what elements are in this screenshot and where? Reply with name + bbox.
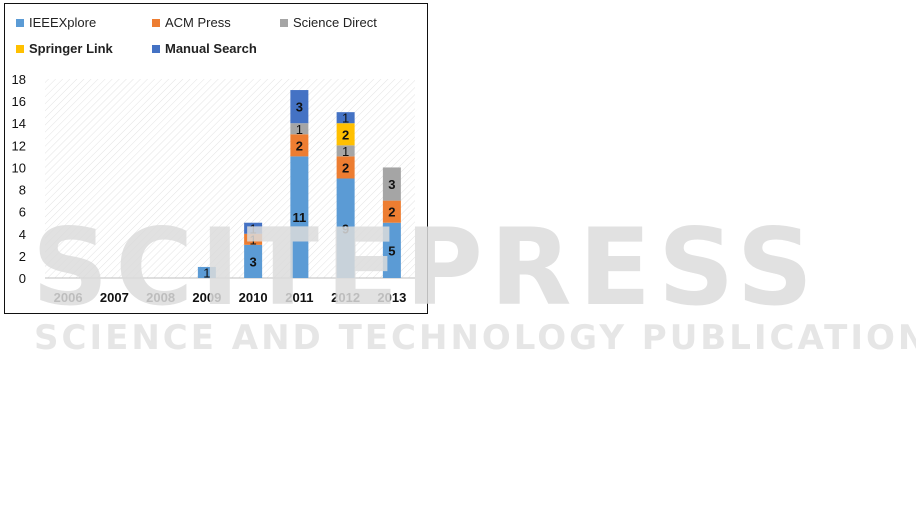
y-tick-label: 16 bbox=[12, 94, 26, 109]
bar-segment bbox=[336, 123, 355, 146]
x-axis: 2006 2007 2008 2009 2010 2011 2012 2013 bbox=[45, 277, 415, 305]
legend-label: Manual Search bbox=[165, 41, 257, 56]
bar-segment bbox=[382, 222, 401, 278]
bar-value-label: 1 bbox=[250, 232, 257, 247]
bar-value-label: 1 bbox=[296, 122, 303, 137]
legend-swatch bbox=[152, 19, 160, 27]
bar-value-label: 2 bbox=[388, 205, 395, 220]
x-tick-label: 2013 bbox=[377, 290, 406, 305]
bar-value-label: 11 bbox=[293, 210, 307, 225]
y-tick-label: 18 bbox=[12, 72, 26, 87]
bar-value-label: 1 bbox=[342, 144, 349, 159]
bar-value-label: 5 bbox=[388, 243, 395, 258]
bar-value-label: 2 bbox=[296, 138, 303, 153]
x-tick-label: 2012 bbox=[331, 290, 360, 305]
bar-value-label: 2 bbox=[342, 160, 349, 175]
bar-segment bbox=[197, 266, 216, 278]
bar-value-label: 2 bbox=[342, 127, 349, 142]
y-axis: 0 2 4 6 8 10 12 14 16 18 bbox=[12, 72, 26, 286]
legend-swatch bbox=[16, 19, 24, 27]
legend: IEEEXplore ACM Press Science Direct Springe… bbox=[16, 15, 377, 56]
bar-segment bbox=[336, 112, 355, 124]
bar-segment bbox=[244, 244, 263, 278]
bar-segment bbox=[336, 145, 355, 157]
bar-value-label: 1 bbox=[342, 111, 349, 126]
bar-value-label: 1 bbox=[203, 265, 210, 280]
legend-swatch bbox=[280, 19, 288, 27]
legend-label: Springer Link bbox=[29, 41, 114, 56]
y-tick-label: 14 bbox=[12, 116, 26, 131]
bar-segment bbox=[336, 156, 355, 179]
y-tick-label: 2 bbox=[19, 249, 26, 264]
bar-segment bbox=[290, 156, 309, 278]
legend-label: IEEEXplore bbox=[29, 15, 96, 30]
legend-swatch bbox=[16, 45, 24, 53]
y-tick-label: 4 bbox=[19, 227, 26, 242]
x-tick-label: 2011 bbox=[285, 290, 313, 305]
bar-segment bbox=[382, 167, 401, 201]
bar-segment bbox=[382, 200, 401, 223]
bar-segment bbox=[290, 123, 309, 135]
y-tick-label: 12 bbox=[12, 138, 26, 153]
bar-value-label: 9 bbox=[342, 221, 349, 236]
x-tick-label: 2010 bbox=[239, 290, 268, 305]
x-tick-label: 2008 bbox=[146, 290, 175, 305]
legend-label: ACM Press bbox=[165, 15, 231, 30]
y-tick-label: 10 bbox=[12, 160, 26, 175]
bar-segment bbox=[290, 134, 309, 157]
bar-value-label: 3 bbox=[388, 177, 395, 192]
legend-label: Science Direct bbox=[293, 15, 377, 30]
y-tick-label: 8 bbox=[19, 183, 26, 198]
legend-swatch bbox=[152, 45, 160, 53]
bar-segment bbox=[336, 178, 355, 278]
plot-area-background bbox=[45, 79, 415, 278]
x-tick-label: 2007 bbox=[100, 290, 129, 305]
bar-value-label: 1 bbox=[250, 221, 257, 236]
bar-segment bbox=[244, 233, 263, 245]
y-tick-label: 6 bbox=[19, 205, 26, 220]
x-tick-label: 2006 bbox=[54, 290, 83, 305]
bar-segment bbox=[290, 90, 309, 124]
bar-value-label: 3 bbox=[296, 100, 303, 115]
y-tick-label: 0 bbox=[19, 271, 26, 286]
x-tick-label: 2009 bbox=[192, 290, 221, 305]
bar-segment bbox=[244, 222, 263, 234]
bar-value-label: 3 bbox=[250, 254, 257, 269]
